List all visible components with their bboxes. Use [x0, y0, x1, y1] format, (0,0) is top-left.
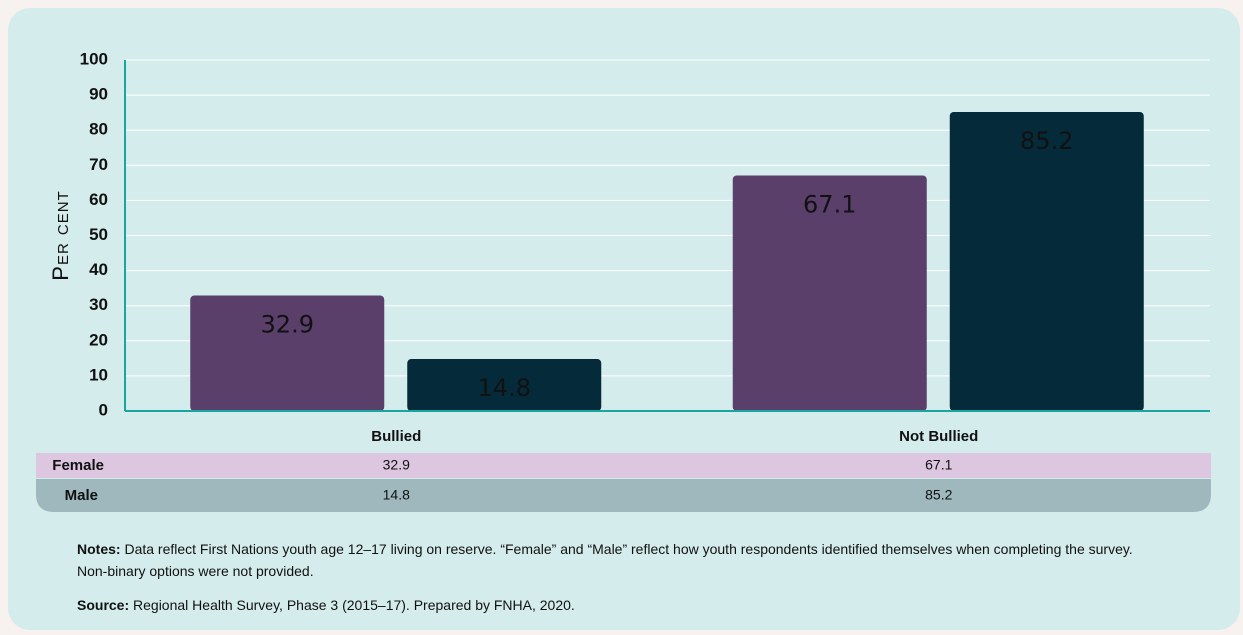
y-tick-label: 10 [89, 365, 108, 384]
table-row-male [36, 479, 1211, 512]
y-tick-label: 70 [89, 155, 108, 174]
x-tick-label: Bullied [371, 428, 421, 445]
y-tick-label: 90 [89, 85, 108, 104]
table-cell: 85.2 [925, 487, 952, 503]
data-label: 67.1 [803, 190, 856, 218]
y-tick-label: 50 [89, 225, 108, 244]
data-label: 32.9 [261, 311, 314, 339]
table-cell: 32.9 [383, 457, 410, 473]
y-tick-label: 20 [89, 330, 108, 349]
bar [407, 359, 602, 411]
table-row-female [36, 453, 1211, 478]
y-tick-label: 100 [80, 49, 108, 68]
table-row-label: Male [65, 487, 98, 504]
y-tick-label: 0 [99, 400, 108, 419]
bar [732, 175, 927, 411]
y-tick-label: 40 [89, 260, 108, 279]
source-text: Regional Health Survey, Phase 3 (2015–17… [133, 597, 575, 613]
table-cell: 67.1 [925, 457, 952, 473]
bar [190, 295, 385, 411]
y-tick-label: 80 [89, 120, 108, 139]
data-label: 14.8 [478, 374, 531, 402]
data-label: 85.2 [1020, 127, 1073, 155]
notes-label: Notes: [77, 541, 121, 557]
notes-text: Data reflect First Nations youth age 12–… [77, 541, 1133, 579]
source-label: Source: [77, 597, 130, 613]
x-tick-label: Not Bullied [899, 428, 978, 445]
notes: Notes: Data reflect First Nations youth … [77, 538, 1152, 582]
table-cell: 14.8 [383, 487, 410, 503]
table-row-label: Female [52, 457, 104, 474]
y-tick-label: 30 [89, 295, 108, 314]
source: Source: Regional Health Survey, Phase 3 … [77, 594, 1152, 616]
y-axis-label: Per cent [48, 190, 73, 280]
y-tick-label: 60 [89, 190, 108, 209]
bar [949, 111, 1144, 411]
